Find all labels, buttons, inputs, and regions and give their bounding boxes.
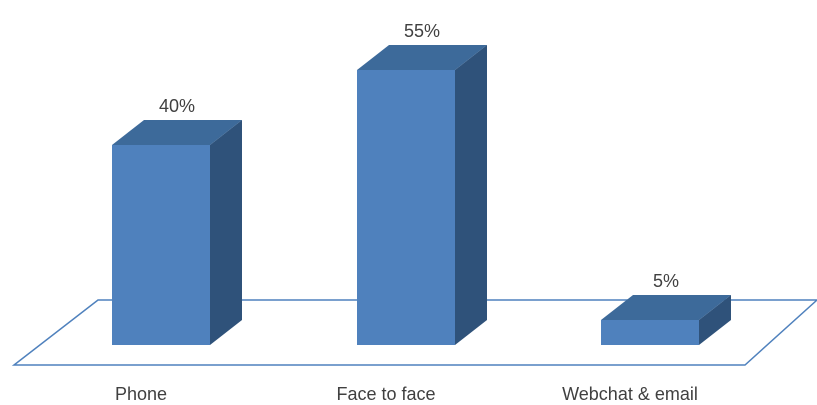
bar-webchat-and-email <box>601 295 731 345</box>
bar-front-webchat-and-email <box>601 320 699 345</box>
bar-top-face-to-face <box>357 45 487 70</box>
data-label-phone: 40% <box>159 96 195 116</box>
category-labels-group: Phone Face to face Webchat & email <box>115 384 698 404</box>
category-label-phone: Phone <box>115 384 167 404</box>
bar-front-phone <box>112 145 210 345</box>
category-label-face-to-face: Face to face <box>336 384 435 404</box>
bar-side-phone <box>210 120 242 345</box>
data-label-webchat-and-email: 5% <box>653 271 679 291</box>
bar-side-face-to-face <box>455 45 487 345</box>
bar-face-to-face <box>357 45 487 345</box>
data-label-face-to-face: 55% <box>404 21 440 41</box>
bar-top-webchat-and-email <box>601 295 731 320</box>
category-label-webchat-and-email: Webchat & email <box>562 384 698 404</box>
bar-phone <box>112 120 242 345</box>
bar-side-webchat-and-email <box>699 295 731 345</box>
chart-floor <box>11 299 817 366</box>
bar-top-phone <box>112 120 242 145</box>
data-labels-group: 40% 55% 5% <box>159 21 679 291</box>
bar-front-face-to-face <box>357 70 455 345</box>
bars-group <box>112 45 731 345</box>
